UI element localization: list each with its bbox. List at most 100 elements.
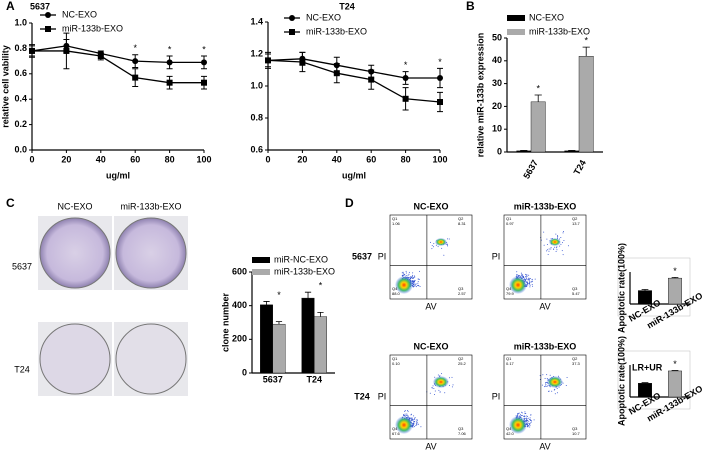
row-label: 5637	[12, 261, 32, 271]
legend-label: miR-NC-EXO	[274, 254, 328, 264]
cell-dot	[416, 421, 418, 423]
y-tick-label: 50	[492, 32, 502, 42]
quadrant-value: 88.0	[392, 291, 401, 296]
cell-dot	[433, 243, 435, 245]
y-tick-label: 0.0	[14, 144, 27, 154]
cell-dot	[441, 247, 443, 249]
cell-dot	[530, 281, 532, 283]
cell-dot	[539, 379, 541, 381]
cell-dot	[529, 426, 531, 428]
cell-dot	[412, 422, 414, 424]
cell-dot	[546, 249, 548, 251]
cell-dot	[527, 424, 529, 426]
cell-dot	[560, 243, 562, 245]
legend-label: miR-133b-EXO	[274, 266, 335, 276]
x-tick-label: 80	[401, 154, 411, 164]
cell-dot	[548, 390, 550, 392]
annotation: *	[277, 290, 281, 300]
cell-dot	[529, 277, 531, 279]
bar	[668, 277, 682, 305]
cell-dot	[527, 284, 529, 286]
quadrant-value: 42.0	[506, 431, 515, 436]
cell-dot	[527, 279, 529, 281]
error-bar	[582, 46, 590, 57]
cell-dot	[404, 413, 406, 415]
cell-dot	[523, 277, 525, 279]
cell-dot	[408, 271, 410, 273]
cell-dot	[555, 233, 557, 235]
y-axis-label: relative cell vability	[0, 45, 10, 128]
cell-dot	[546, 238, 548, 240]
cell-dot	[529, 286, 531, 288]
cell-dot	[529, 284, 531, 286]
cell-dot	[412, 282, 414, 284]
quadrant-value: 8.31	[458, 221, 467, 226]
cell-dot	[403, 272, 405, 274]
cell-dot	[521, 412, 523, 414]
cell-dot	[555, 250, 557, 252]
y-axis-label: clone number	[220, 293, 230, 353]
cell-dot	[412, 274, 414, 276]
marker	[132, 74, 139, 81]
cell-dot	[546, 377, 548, 379]
flow-column-label: miR-133b-EXO	[514, 201, 577, 211]
cell-dot	[416, 419, 418, 421]
legend-swatch	[252, 257, 270, 263]
cell-dot	[439, 375, 441, 377]
legend-label: NC-EXO	[306, 12, 341, 22]
cell-dot	[542, 374, 544, 376]
cell-dot	[545, 385, 547, 387]
cell-dot	[560, 236, 562, 238]
cell-dot	[528, 274, 530, 276]
cell-dot	[446, 243, 448, 245]
x-tick-label: 5637	[263, 374, 283, 384]
cell-dot	[553, 389, 555, 391]
cell-dot	[529, 420, 531, 422]
annotation: *	[536, 83, 540, 93]
x-tick-label: 100	[432, 154, 447, 164]
cell-dot	[451, 386, 453, 388]
cell-dot	[530, 419, 532, 421]
cell-dot	[556, 387, 558, 389]
cell-dot	[414, 276, 416, 278]
density	[395, 276, 413, 294]
x-tick-label: 20	[61, 154, 71, 164]
cell-dot	[415, 425, 417, 427]
cell-dot	[521, 411, 523, 413]
y-tick-label: 0.6	[250, 144, 263, 154]
density	[509, 416, 527, 434]
bar	[564, 150, 580, 153]
cell-dot	[547, 253, 549, 255]
bar	[668, 370, 682, 398]
bar	[314, 316, 327, 374]
quadrant-value: 37.3	[572, 361, 581, 366]
y-tick-label: 1.0	[250, 80, 263, 90]
marker	[97, 53, 104, 60]
cell-dot	[524, 273, 526, 275]
cell-dot	[554, 393, 556, 395]
cell-dot	[528, 420, 530, 422]
cell-dot	[401, 272, 403, 274]
cell-dot	[407, 410, 409, 412]
cell-dot	[413, 280, 415, 282]
x-tick-label: 20	[297, 154, 307, 164]
x-axis-label: AV	[539, 441, 550, 451]
cell-dot	[407, 411, 409, 413]
quadrant-name: Q3	[458, 426, 464, 431]
annotation: *	[133, 43, 137, 53]
cell-dot	[543, 244, 545, 246]
quadrant-value: 0.10	[392, 361, 401, 366]
cell-dot	[431, 386, 433, 388]
y-axis-label: PI	[378, 391, 387, 401]
legend-label: miR-133b-EXO	[306, 26, 367, 36]
cell-dot	[518, 412, 520, 414]
quadrant-name: Q2	[572, 216, 578, 221]
cell-dot	[414, 279, 416, 281]
flow-column-label: miR-133b-EXO	[514, 341, 577, 351]
cell-dot	[407, 415, 409, 417]
charts: 5637 relative cell vability 0.0 0.2 0.4 0.6 0.…	[0, 1, 704, 426]
marker	[402, 75, 409, 81]
x-tick-label: 60	[366, 154, 376, 164]
panel-label: C	[6, 196, 15, 210]
